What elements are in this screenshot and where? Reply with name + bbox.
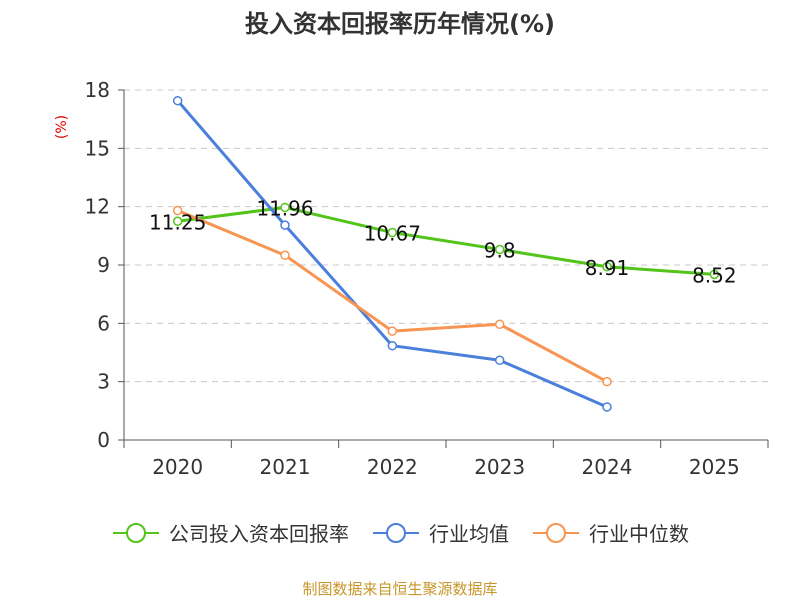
y-tick-label: 12 xyxy=(85,195,110,219)
legend-label: 行业中位数 xyxy=(589,522,689,546)
x-tick-label: 2024 xyxy=(582,455,633,479)
data-point xyxy=(602,376,612,387)
legend-item-industry-mean[interactable]: 行业均值 xyxy=(371,518,509,547)
data-point xyxy=(387,326,398,336)
data-point xyxy=(602,402,612,412)
x-tick-label: 2023 xyxy=(474,455,525,479)
y-tick-label: 6 xyxy=(97,311,110,335)
y-tick-label: 9 xyxy=(97,253,110,277)
y-tick-label: 15 xyxy=(85,136,110,160)
data-point xyxy=(280,250,290,261)
data-label: 11.96 xyxy=(256,196,313,220)
legend-line-marker-icon xyxy=(373,522,419,543)
series-lines xyxy=(172,95,720,412)
legend-item-industry-median[interactable]: 行业中位数 xyxy=(531,518,689,547)
data-point xyxy=(602,262,612,272)
data-label: 8.52 xyxy=(692,263,737,287)
legend-line-marker-icon xyxy=(533,522,579,543)
grid-lines xyxy=(124,89,768,383)
data-source-note: 制图数据来自恒生聚源数据库 xyxy=(302,580,498,598)
legend-line-marker-icon xyxy=(113,522,159,543)
y-axis-unit-label: (%) xyxy=(54,114,70,140)
legend-label: 公司投入资本回报率 xyxy=(169,522,349,546)
data-point xyxy=(494,244,505,255)
data-point xyxy=(709,269,720,280)
axes: 0 3 6 9 12 15 18 2020 2021 2022 2023 2024 2025 xyxy=(85,78,769,479)
series-line-0 xyxy=(177,205,715,276)
legend-item-company-roic[interactable]: 公司投入资本回报率 xyxy=(111,518,349,547)
data-point xyxy=(172,95,183,106)
data-label: 10.67 xyxy=(364,222,421,246)
data-point xyxy=(172,216,183,226)
y-tick-label: 0 xyxy=(97,428,110,452)
chart-title: 投入资本回报率历年情况(%) xyxy=(245,10,555,38)
y-tick-label: 3 xyxy=(97,370,110,394)
data-point xyxy=(172,205,183,216)
legend: 公司投入资本回报率 行业均值 行业中位数 xyxy=(0,518,800,547)
data-label: 8.91 xyxy=(585,256,630,280)
x-tick-label: 2020 xyxy=(152,455,203,479)
data-label: 9.8 xyxy=(484,238,516,262)
data-point xyxy=(494,319,505,330)
data-point xyxy=(387,227,398,238)
series-line-1 xyxy=(176,99,608,409)
y-tick-label: 18 xyxy=(85,78,110,102)
legend-label: 行业均值 xyxy=(429,522,509,546)
x-tick-label: 2025 xyxy=(689,455,740,479)
data-labels: 11.25 11.96 10.67 9.8 8.91 8.52 xyxy=(149,196,737,287)
data-point xyxy=(280,202,290,213)
data-label: 11.25 xyxy=(149,210,206,234)
x-tick-label: 2021 xyxy=(260,455,311,479)
data-point xyxy=(280,220,290,230)
data-point xyxy=(387,340,398,351)
data-point xyxy=(494,355,505,366)
x-tick-label: 2022 xyxy=(367,455,418,479)
